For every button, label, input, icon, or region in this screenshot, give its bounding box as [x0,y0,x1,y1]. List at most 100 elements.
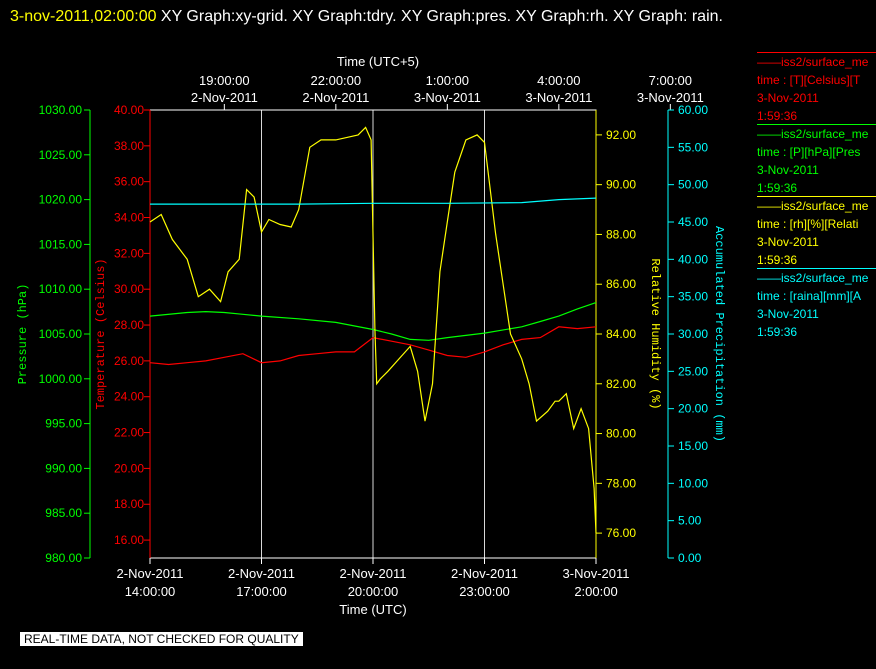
temperature-axis-title: Temperature (Celsius) [94,258,108,409]
legend-units: time : [raina][mm][A [757,289,862,303]
legend-date: 3-Nov-2011 [757,235,819,249]
pressure-tick-label: 1005.00 [39,327,83,341]
legend-units: time : [P][hPa][Pres [757,145,861,159]
rain-tick-label: 60.00 [678,103,708,117]
legend-units: time : [rh][%][Relati [757,217,859,231]
temperature-tick-label: 38.00 [114,139,144,153]
legend-time: 1:59:36 [757,109,798,123]
rain-tick-label: 10.00 [678,476,708,490]
legend-series-name: ——iss2/surface_me [757,124,876,143]
temperature-tick-label: 34.00 [114,211,144,225]
legend-series-name: ——iss2/surface_me [757,196,876,215]
rh-series-line [149,126,597,534]
legend-time: 1:59:36 [757,181,798,195]
temperature-tick-label: 28.00 [114,318,144,332]
x-tick-time: 17:00:00 [236,584,287,599]
temperature-tick-label: 36.00 [114,175,144,189]
rh-tick-label: 84.00 [606,327,636,341]
temperature-tick-label: 22.00 [114,426,144,440]
top-tick-date: 3-Nov-2011 [414,90,481,105]
rain-tick-label: 45.00 [678,215,708,229]
temperature-tick-label: 32.00 [114,246,144,260]
quality-note: REAL-TIME DATA, NOT CHECKED FOR QUALITY [20,632,303,646]
rh-axis-title: Relative Humidity (%) [648,258,662,409]
rain-tick-label: 0.00 [678,551,702,565]
pressure-tick-label: 1000.00 [39,372,83,386]
temperature-tick-label: 30.00 [114,282,144,296]
rh-tick-label: 88.00 [606,227,636,241]
rain-tick-label: 30.00 [678,327,708,341]
x-tick-time: 23:00:00 [459,584,510,599]
x-axis-title: Time (UTC) [339,602,406,617]
pressure-tick-label: 990.00 [45,461,82,475]
graph-title: 3-nov-2011,02:00:00 XY Graph:xy-grid. XY… [10,2,860,32]
pressure-tick-label: 1030.00 [39,103,83,117]
pressure-tick-label: 980.00 [45,551,82,565]
rh-tick-label: 80.00 [606,427,636,441]
top-tick-time: 1:00:00 [426,73,469,88]
top-tick-date: 2-Nov-2011 [191,90,258,105]
pressure-series-line [149,302,597,341]
legend-series-name: ——iss2/surface_me [757,52,876,71]
temperature-series-line [149,326,597,366]
pressure-axis-title: Pressure (hPa) [16,284,30,385]
x-tick-date: 3-Nov-2011 [563,566,630,581]
temperature-tick-label: 16.00 [114,533,144,547]
legend-date: 3-Nov-2011 [757,163,819,177]
legend-date: 3-Nov-2011 [757,91,819,105]
rain-tick-label: 15.00 [678,439,708,453]
rain-tick-label: 25.00 [678,364,708,378]
rain-tick-label: 35.00 [678,290,708,304]
x-tick-date: 2-Nov-2011 [228,566,295,581]
pressure-tick-label: 985.00 [45,506,82,520]
top-tick-date: 2-Nov-2011 [302,90,369,105]
legend-units: time : [T][Celsius][T [757,73,861,87]
legend-date: 3-Nov-2011 [757,307,819,321]
temperature-tick-label: 40.00 [114,103,144,117]
top-tick-time: 4:00:00 [537,73,580,88]
top-tick-time: 19:00:00 [199,73,250,88]
rain-tick-label: 55.00 [678,140,708,154]
top-tick-date: 3-Nov-2011 [637,90,704,105]
rain-axis-title: Accumulated Precipitation (mm) [712,226,726,442]
x-tick-date: 2-Nov-2011 [451,566,518,581]
legend-time: 1:59:36 [757,325,798,339]
pressure-tick-label: 995.00 [45,417,82,431]
top-tick-time: 7:00:00 [649,73,692,88]
temperature-tick-label: 18.00 [114,497,144,511]
rain-tick-label: 40.00 [678,252,708,266]
rh-tick-label: 86.00 [606,277,636,291]
rh-tick-label: 76.00 [606,526,636,540]
x-tick-time: 20:00:00 [348,584,399,599]
legend-time: 1:59:36 [757,253,798,267]
title-text: XY Graph:xy-grid. XY Graph:tdry. XY Grap… [156,8,723,25]
rain-tick-label: 5.00 [678,514,702,528]
rain-tick-label: 20.00 [678,402,708,416]
top-tick-time: 22:00:00 [311,73,362,88]
x-tick-date: 2-Nov-2011 [117,566,184,581]
top-tick-date: 3-Nov-2011 [525,90,592,105]
pressure-tick-label: 1020.00 [39,193,83,207]
x-tick-time: 14:00:00 [125,584,176,599]
top-axis-title: Time (UTC+5) [337,54,419,69]
x-tick-date: 2-Nov-2011 [340,566,407,581]
rain-series-line [150,197,597,205]
rh-tick-label: 92.00 [606,128,636,142]
pressure-tick-label: 1015.00 [39,237,83,251]
rain-tick-label: 50.00 [678,178,708,192]
pressure-tick-label: 1025.00 [39,148,83,162]
rh-tick-label: 90.00 [606,178,636,192]
x-tick-time: 2:00:00 [574,584,617,599]
rh-tick-label: 78.00 [606,476,636,490]
temperature-tick-label: 20.00 [114,461,144,475]
pressure-tick-label: 1010.00 [39,282,83,296]
temperature-tick-label: 24.00 [114,390,144,404]
timestamp: 3-nov-2011,02:00:00 [10,8,157,25]
temperature-tick-label: 26.00 [114,354,144,368]
legend-series-name: ——iss2/surface_me [757,268,876,287]
